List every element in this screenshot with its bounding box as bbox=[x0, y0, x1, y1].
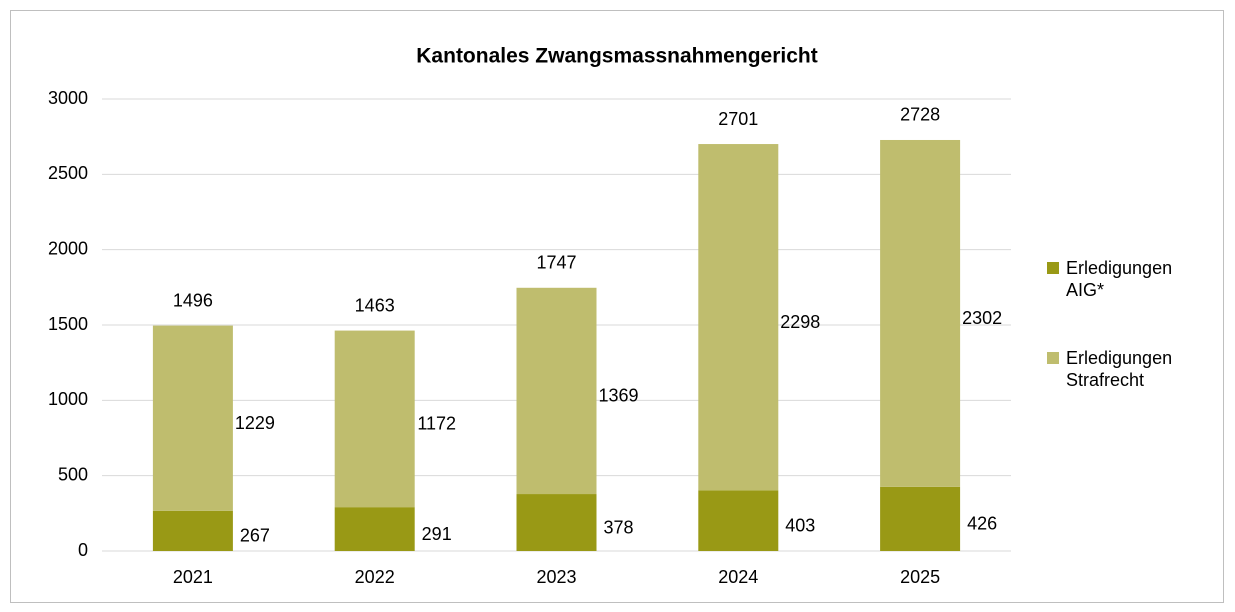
bar-segment bbox=[334, 507, 415, 551]
y-tick-label: 2000 bbox=[48, 238, 88, 258]
total-label: 1747 bbox=[536, 253, 576, 273]
bar-segment bbox=[698, 144, 779, 491]
y-tick-label: 3000 bbox=[48, 88, 88, 108]
legend-label: Erledigungen Strafrecht bbox=[1066, 348, 1173, 390]
bar-segment bbox=[334, 330, 415, 508]
legend-swatch bbox=[1047, 352, 1059, 364]
y-tick-label: 2500 bbox=[48, 163, 88, 183]
data-label: 1172 bbox=[417, 414, 456, 434]
chart-title: Kantonales Zwangsmassnahmengericht bbox=[416, 45, 817, 68]
data-label: 1229 bbox=[235, 413, 275, 433]
bar-segment bbox=[516, 287, 597, 495]
bar-segment bbox=[698, 490, 779, 551]
total-label: 2728 bbox=[900, 105, 940, 125]
total-label: 1496 bbox=[173, 290, 213, 310]
data-label: 267 bbox=[240, 526, 270, 546]
x-tick-label: 2022 bbox=[355, 567, 395, 587]
bar-segment bbox=[880, 139, 961, 487]
bar-segment bbox=[152, 510, 233, 551]
total-label: 1463 bbox=[355, 295, 395, 315]
data-label: 426 bbox=[967, 514, 997, 534]
data-label: 2302 bbox=[962, 308, 1002, 328]
data-label: 378 bbox=[603, 517, 633, 537]
data-label: 403 bbox=[785, 515, 815, 535]
y-tick-label: 0 bbox=[78, 540, 88, 560]
bar-segment bbox=[516, 494, 597, 551]
legend-swatch bbox=[1047, 262, 1059, 274]
y-tick-label: 1500 bbox=[48, 314, 88, 334]
bar-segment bbox=[152, 325, 233, 511]
y-tick-label: 1000 bbox=[48, 389, 88, 409]
y-tick-label: 500 bbox=[58, 464, 88, 484]
x-tick-label: 2023 bbox=[536, 567, 576, 587]
x-tick-label: 2024 bbox=[718, 567, 758, 587]
data-label: 291 bbox=[422, 524, 452, 544]
data-label: 2298 bbox=[780, 312, 820, 332]
bar-segment bbox=[880, 486, 961, 551]
total-label: 2701 bbox=[718, 109, 758, 129]
x-tick-label: 2025 bbox=[900, 567, 940, 587]
data-label: 1369 bbox=[598, 386, 638, 406]
legend-label: Erledigungen AIG* bbox=[1066, 258, 1173, 300]
x-tick-label: 2021 bbox=[173, 567, 213, 587]
